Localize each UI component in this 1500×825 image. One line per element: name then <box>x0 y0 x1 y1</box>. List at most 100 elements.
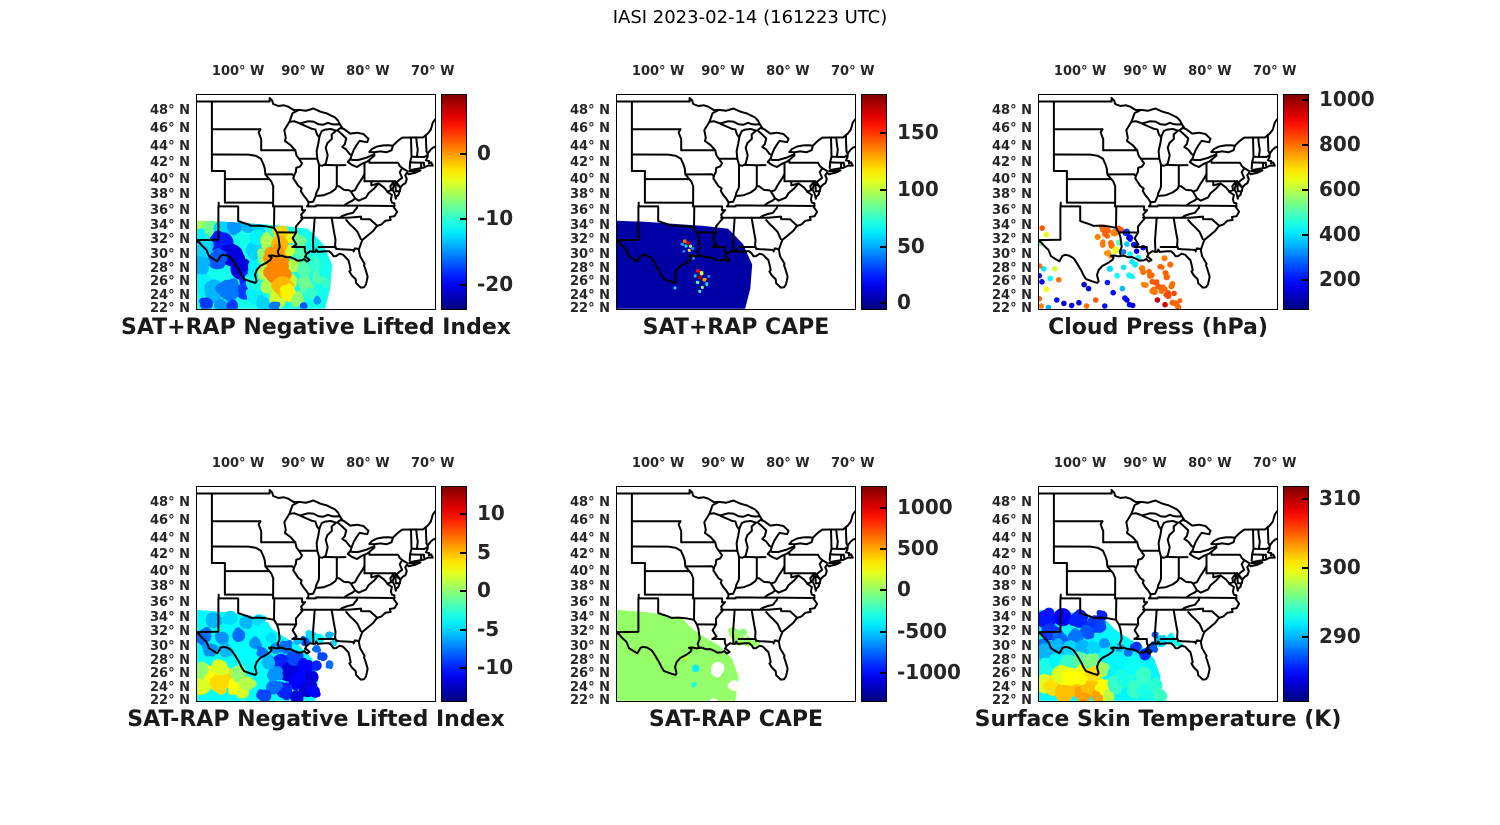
lat-tick-label: 42° N <box>150 155 190 171</box>
lat-tick-label: 30° N <box>992 638 1032 654</box>
lat-tick-label: 46° N <box>150 121 190 137</box>
panel-sat-rap-negative-lifted-index: 100° W 90° W 80° W 70° W 48° N 46° N 44° N 42°… <box>121 54 546 366</box>
state-boundaries <box>196 97 436 289</box>
lake-outline <box>708 107 761 126</box>
colorbar-tick-label: 800 <box>1319 131 1361 156</box>
map-frame <box>1038 94 1278 310</box>
lon-tick-label: 100° W <box>211 64 265 79</box>
colorbar <box>1283 486 1309 702</box>
colorbar-tick-label: -1000 <box>897 660 961 685</box>
lat-tick-label: 32° N <box>570 232 610 248</box>
lat-tick-label: 36° N <box>992 594 1032 610</box>
lake-outline <box>1157 520 1180 559</box>
lat-tick-label: 24° N <box>992 679 1032 695</box>
lat-tick-label: 46° N <box>992 513 1032 529</box>
lake-outline <box>368 536 394 546</box>
panel-title: SAT-RAP CAPE <box>648 707 824 732</box>
lat-tick-label: 22° N <box>150 301 190 317</box>
lat-tick-label: 36° N <box>150 594 190 610</box>
lake-outline <box>1130 107 1183 126</box>
lon-tick-label: 80° W <box>1188 456 1232 471</box>
colorbar-tick <box>880 245 886 248</box>
lat-tick-label: 48° N <box>150 495 190 511</box>
lake-outline <box>766 154 796 168</box>
lat-tick-label: 40° N <box>150 563 190 579</box>
lat-tick-label: 34° N <box>570 609 610 625</box>
colorbar-tick-label: 10 <box>477 501 505 525</box>
lake-outline <box>756 126 790 156</box>
lat-tick-label: 30° N <box>570 246 610 262</box>
state-boundaries <box>1038 97 1278 289</box>
map-frame <box>196 486 436 702</box>
colorbar-tick <box>880 188 886 191</box>
colorbar-tick-label: 300 <box>1319 555 1361 580</box>
lake-outline <box>735 520 758 559</box>
lon-tick-label: 90° W <box>281 64 325 79</box>
lat-tick-label: 26° N <box>570 274 610 290</box>
lon-tick-label: 90° W <box>281 456 325 471</box>
lat-tick-label: 28° N <box>150 260 190 276</box>
lat-tick-label: 36° N <box>570 594 610 610</box>
lat-tick-label: 42° N <box>570 547 610 563</box>
lake-outline <box>346 546 376 560</box>
data-layer <box>616 609 760 702</box>
lat-tick-label: 44° N <box>992 138 1032 154</box>
lat-tick-label: 28° N <box>992 260 1032 276</box>
lat-tick-label: 48° N <box>150 103 190 119</box>
colorbar-gradient <box>442 487 466 701</box>
lake-outline <box>346 154 376 168</box>
lon-tick-label: 70° W <box>411 64 455 79</box>
lat-tick-label: 22° N <box>570 301 610 317</box>
colorbar-tick <box>460 152 466 155</box>
lat-tick-label: 48° N <box>570 103 610 119</box>
lat-tick-label: 42° N <box>992 155 1032 171</box>
lon-tick-label: 90° W <box>701 64 745 79</box>
colorbar-tick <box>1302 636 1308 639</box>
colorbar-tick-label: 0 <box>477 578 491 603</box>
lat-tick-label: 24° N <box>570 679 610 695</box>
lat-tick-label: 24° N <box>150 287 190 303</box>
lat-tick-label: 44° N <box>150 138 190 154</box>
colorbar-tick <box>1302 98 1308 101</box>
lake-outline <box>788 536 814 546</box>
map-canvas <box>616 486 856 702</box>
lat-tick-label: 26° N <box>150 274 190 290</box>
lake-outline <box>288 107 341 126</box>
colorbar-gradient <box>442 95 466 309</box>
lat-tick-label: 40° N <box>570 563 610 579</box>
lake-outline <box>1210 536 1236 546</box>
lake-outline <box>336 126 370 156</box>
data-points <box>684 627 760 702</box>
lon-tick-label: 70° W <box>1253 456 1297 471</box>
lat-tick-label: 32° N <box>992 232 1032 248</box>
colorbar <box>861 486 887 702</box>
colorbar <box>441 486 467 702</box>
lat-tick-label: 26° N <box>992 666 1032 682</box>
lat-tick-label: 34° N <box>992 609 1032 625</box>
state-boundaries <box>196 489 436 681</box>
colorbar-tick <box>880 672 886 675</box>
lon-tick-label: 90° W <box>1123 456 1167 471</box>
panel-sat-rap-negative-lifted-index: 100° W 90° W 80° W 70° W 48° N 46° N 44° N 42°… <box>126 446 546 758</box>
data-layer <box>1038 224 1183 310</box>
map-canvas <box>196 94 436 310</box>
state-boundaries <box>616 97 856 289</box>
colorbar-tick <box>460 218 466 221</box>
map-canvas <box>1038 94 1278 310</box>
panel-title: Surface Skin Temperature (K) <box>974 707 1342 732</box>
lake-outline <box>1188 546 1218 560</box>
colorbar-tick <box>1302 498 1308 501</box>
colorbar-tick-label: 150 <box>897 120 939 145</box>
colorbar-tick-label: -10 <box>477 655 514 680</box>
colorbar <box>441 94 467 310</box>
lat-tick-label: 42° N <box>150 547 190 563</box>
lat-tick-label: 30° N <box>150 638 190 654</box>
lat-tick-label: 36° N <box>570 202 610 218</box>
colorbar-tick-label: 310 <box>1319 486 1361 511</box>
lat-tick-label: 44° N <box>992 530 1032 546</box>
coastline <box>616 145 856 289</box>
colorbar-tick-label: 290 <box>1319 624 1361 649</box>
lat-tick-label: 24° N <box>150 679 190 695</box>
colorbar-tick-label: 50 <box>897 233 925 258</box>
